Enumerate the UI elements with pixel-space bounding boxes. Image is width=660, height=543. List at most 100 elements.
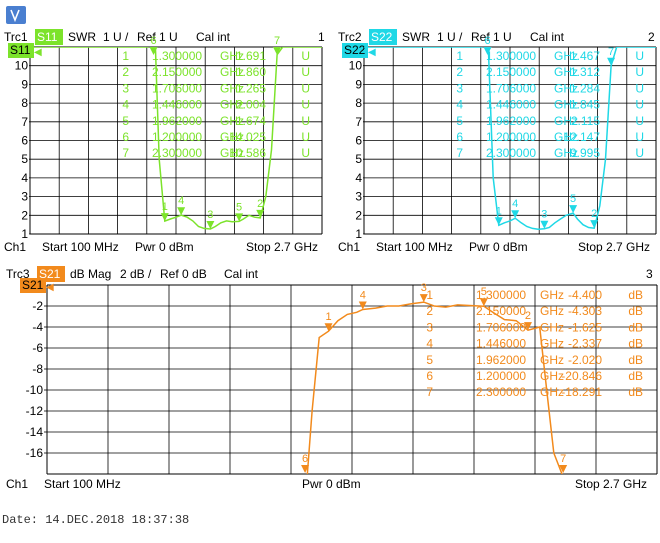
marker-table-cell: 10.586 bbox=[229, 146, 266, 160]
marker-table-cell: 4 bbox=[456, 98, 463, 112]
marker-triangle-icon[interactable] bbox=[149, 47, 158, 55]
marker-triangle-icon[interactable] bbox=[235, 213, 244, 222]
marker-triangle-icon[interactable] bbox=[590, 220, 599, 229]
marker-table-cell: 2.300000 bbox=[486, 146, 536, 160]
marker-table-cell: dB bbox=[628, 320, 643, 334]
marker-triangle-icon[interactable] bbox=[569, 205, 578, 214]
marker-table-cell: 1.962000 bbox=[476, 353, 526, 367]
marker-table-cell: 3 bbox=[426, 320, 433, 334]
marker-table-cell: 1 bbox=[426, 288, 433, 302]
reference-marker-icon: ◀ bbox=[368, 47, 376, 58]
start-label: Start 100 MHz bbox=[42, 240, 119, 254]
marker-table-cell: 1.691 bbox=[236, 49, 266, 63]
marker-triangle-icon[interactable] bbox=[324, 323, 333, 332]
marker-triangle-icon[interactable] bbox=[483, 47, 492, 55]
marker-label: 2 bbox=[525, 310, 531, 322]
format-label: SWR bbox=[402, 30, 430, 44]
marker-table-cell: 1.446000 bbox=[152, 98, 202, 112]
rohde-schwarz-logo-icon bbox=[6, 6, 26, 24]
y-tick-label: 6 bbox=[355, 134, 362, 148]
marker-table-cell: 5 bbox=[122, 114, 129, 128]
marker-table-cell: 6 bbox=[426, 369, 433, 383]
marker-triangle-icon[interactable] bbox=[160, 213, 169, 222]
channel-label: Ch1 bbox=[4, 240, 26, 254]
start-label: Start 100 MHz bbox=[44, 477, 121, 491]
y-tick-label: -10 bbox=[26, 383, 44, 397]
stop-label: Stop 2.7 GHz bbox=[578, 240, 650, 254]
marker-table-cell: 6 bbox=[122, 130, 129, 144]
marker-triangle-icon[interactable] bbox=[511, 210, 520, 219]
marker-table-cell: 7 bbox=[456, 146, 463, 160]
marker-triangle-icon[interactable] bbox=[206, 221, 215, 230]
marker-triangle-icon[interactable] bbox=[301, 465, 310, 473]
trace-number: 3 bbox=[646, 267, 653, 281]
y-tick-label: -2 bbox=[32, 299, 43, 313]
marker-table-cell: 2.300000 bbox=[152, 146, 202, 160]
marker-table-cell: GHz bbox=[540, 353, 564, 367]
marker-label: 4 bbox=[512, 198, 518, 210]
marker-table-cell: 1.446000 bbox=[486, 98, 536, 112]
y-tick-label: 5 bbox=[355, 152, 362, 166]
param-label[interactable]: S21 bbox=[39, 267, 61, 281]
marker-table-cell: 1.674 bbox=[236, 114, 266, 128]
marker-label: 1 bbox=[325, 311, 331, 323]
marker-label: 5 bbox=[236, 201, 242, 213]
marker-table-cell: 9.995 bbox=[570, 146, 600, 160]
marker-label: 6 bbox=[150, 35, 156, 47]
marker-triangle-icon[interactable] bbox=[358, 301, 367, 310]
marker-table-cell: 1.962000 bbox=[486, 114, 536, 128]
marker-table-cell: GHz bbox=[220, 65, 244, 79]
marker-table-cell: 1.300000 bbox=[476, 288, 526, 302]
marker-triangle-icon[interactable] bbox=[494, 217, 503, 226]
marker-triangle-icon[interactable] bbox=[419, 294, 428, 303]
marker-triangle-icon[interactable] bbox=[540, 220, 549, 229]
marker-table-cell: 1.467 bbox=[570, 49, 600, 63]
marker-triangle-icon[interactable] bbox=[273, 47, 282, 55]
marker-label: 3 bbox=[421, 282, 427, 294]
pwr-label: Pwr 0 dBm bbox=[469, 240, 528, 254]
marker-table-cell: 2 bbox=[426, 304, 433, 318]
marker-table-cell: 1.200000 bbox=[476, 369, 526, 383]
cal-label: Cal int bbox=[224, 267, 259, 281]
y-tick-label: 3 bbox=[21, 190, 28, 204]
marker-table-cell: GHz bbox=[220, 81, 244, 95]
marker-triangle-icon[interactable] bbox=[256, 209, 265, 218]
marker-triangle-icon[interactable] bbox=[479, 298, 488, 307]
marker-table-cell: 4 bbox=[122, 98, 129, 112]
marker-table-cell: 1.860 bbox=[236, 65, 266, 79]
reference-marker-icon: ◀ bbox=[46, 282, 54, 293]
marker-table-cell: GHz bbox=[554, 98, 578, 112]
header-bg bbox=[0, 29, 330, 45]
cal-label: Cal int bbox=[530, 30, 565, 44]
param-label[interactable]: S11 bbox=[37, 30, 58, 44]
y-tick-label: 10 bbox=[349, 59, 363, 73]
marker-table-cell: 1.312 bbox=[570, 65, 600, 79]
marker-table-cell: GHz bbox=[554, 65, 578, 79]
marker-table-cell: dB bbox=[628, 385, 643, 399]
marker-table-cell: U bbox=[301, 98, 310, 112]
marker-label: 2 bbox=[257, 198, 263, 210]
marker-label: 2 bbox=[591, 208, 597, 220]
marker-table-cell: dB bbox=[628, 304, 643, 318]
stop-label: Stop 2.7 GHz bbox=[575, 477, 647, 491]
marker-triangle-icon[interactable] bbox=[177, 207, 186, 216]
marker-table-cell: 1 bbox=[456, 49, 463, 63]
param-label[interactable]: S22 bbox=[371, 30, 393, 44]
marker-table-cell: 2.150000 bbox=[486, 65, 536, 79]
param-badge bbox=[8, 43, 34, 58]
y-tick-label: 2 bbox=[355, 208, 362, 222]
y-tick-label: 9 bbox=[21, 77, 28, 91]
marker-table-cell: U bbox=[635, 114, 644, 128]
ref-label: Ref 1 U bbox=[471, 30, 512, 44]
marker-label: 7 bbox=[274, 35, 280, 47]
marker-label: 1 bbox=[162, 201, 168, 213]
y-tick-label: 8 bbox=[21, 96, 28, 110]
marker-table-cell: 1.265 bbox=[236, 81, 266, 95]
marker-table-cell: dB bbox=[628, 353, 643, 367]
marker-label: 5 bbox=[481, 286, 487, 298]
marker-triangle-icon[interactable] bbox=[523, 322, 532, 331]
marker-triangle-icon[interactable] bbox=[559, 465, 568, 473]
marker-table-cell: GHz bbox=[540, 288, 564, 302]
marker-triangle-icon[interactable] bbox=[607, 57, 616, 66]
